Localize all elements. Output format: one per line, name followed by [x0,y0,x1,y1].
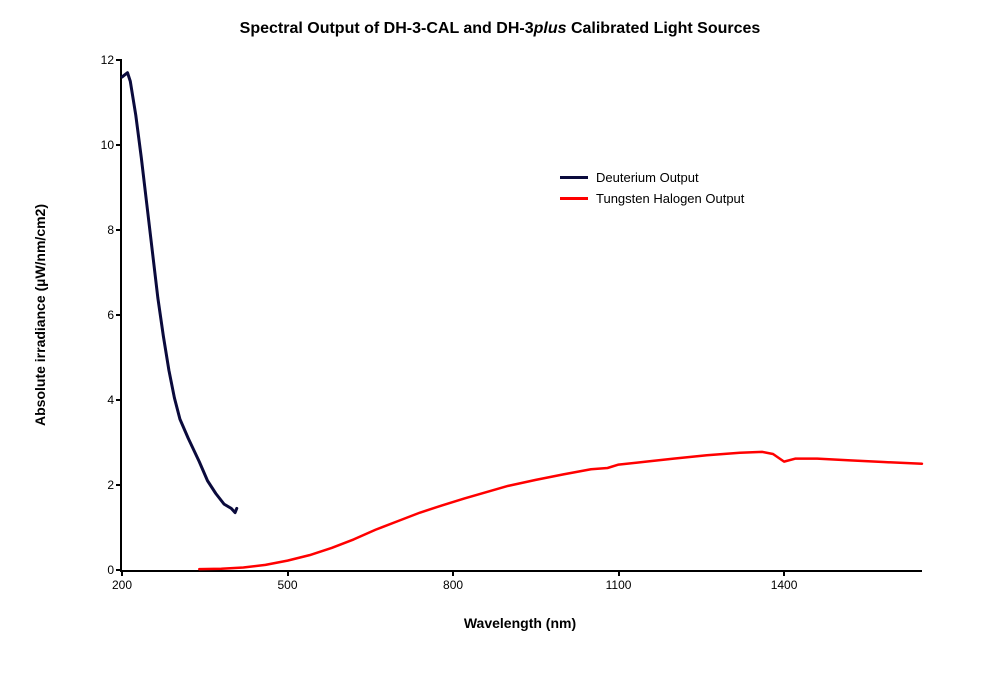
legend-item: Deuterium Output [560,170,744,185]
x-tick-mark [121,570,123,576]
y-tick-mark [116,399,122,401]
y-axis-title: Absolute irradiance (µW/nm/cm2) [32,204,48,426]
x-tick-mark [783,570,785,576]
legend-label: Tungsten Halogen Output [596,191,744,206]
chart-title-prefix: Spectral Output of DH-3-CAL and DH-3 [240,20,534,37]
chart-title-suffix: Calibrated Light Sources [567,20,761,37]
y-tick-mark [116,144,122,146]
x-tick-mark [287,570,289,576]
chart-legend: Deuterium Output Tungsten Halogen Output [560,170,744,212]
legend-swatch [560,176,588,179]
chart-container: Spectral Output of DH-3-CAL and DH-3plus… [0,0,1000,680]
chart-title-italic: plus [534,20,567,37]
y-tick-mark [116,59,122,61]
x-axis-title: Wavelength (nm) [464,615,576,631]
chart-series-svg [122,60,922,570]
legend-label: Deuterium Output [596,170,699,185]
series-line [199,452,922,569]
y-tick-mark [116,229,122,231]
x-tick-mark [452,570,454,576]
chart-title: Spectral Output of DH-3-CAL and DH-3plus… [0,20,1000,38]
y-tick-mark [116,484,122,486]
x-tick-mark [618,570,620,576]
y-tick-mark [116,314,122,316]
legend-item: Tungsten Halogen Output [560,191,744,206]
series-line [122,73,237,513]
plot-area: 02468101220050080011001400 [120,60,922,572]
legend-swatch [560,197,588,200]
